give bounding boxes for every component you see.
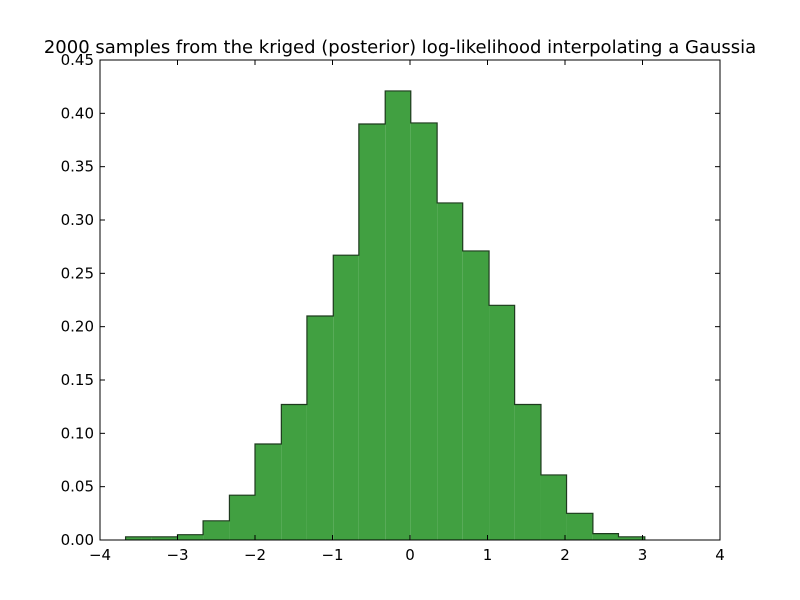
- histogram-outline: [124, 90, 646, 540]
- x-tick-label: −4: [89, 546, 111, 564]
- y-tick-label: 0.20: [61, 318, 94, 336]
- histogram-bar: [410, 122, 438, 540]
- histogram-bar: [333, 255, 359, 540]
- histogram-bar: [306, 316, 334, 540]
- histogram-bars: [124, 90, 646, 540]
- histogram-bar: [540, 474, 567, 540]
- histogram-bar: [566, 513, 593, 540]
- histogram-bar: [437, 202, 463, 540]
- y-tick-label: 0.10: [61, 424, 94, 442]
- y-tick-label: 0.05: [61, 478, 94, 496]
- histogram-bar: [358, 124, 386, 540]
- histogram-bar: [125, 536, 152, 540]
- y-tick-label: 0.35: [61, 158, 94, 176]
- histogram-bar: [592, 533, 619, 540]
- x-tick-label: 4: [715, 546, 725, 564]
- y-tick-label: 0.15: [61, 371, 94, 389]
- histogram-bar: [281, 404, 307, 540]
- y-tick-label: 0.40: [61, 104, 94, 122]
- x-tick-label: 0: [405, 546, 415, 564]
- histogram-bar: [203, 520, 230, 540]
- histogram-bar: [177, 534, 204, 540]
- histogram-bar: [618, 536, 645, 540]
- histogram-bar: [151, 536, 178, 540]
- histogram-bar: [514, 404, 541, 540]
- chart-title: 2000 samples from the kriged (posterior)…: [44, 37, 756, 58]
- x-tick-label: 2: [560, 546, 570, 564]
- x-axis-ticks: −4 −3 −2 −1 0 1 2 3 4: [89, 60, 725, 564]
- histogram-bar: [489, 305, 515, 540]
- histogram-bar: [385, 90, 411, 540]
- x-tick-label: 3: [638, 546, 648, 564]
- x-tick-label: −3: [166, 546, 188, 564]
- y-tick-label: 0.45: [61, 51, 94, 69]
- histogram-bar: [229, 495, 255, 540]
- x-tick-label: −2: [244, 546, 266, 564]
- x-tick-label: 1: [483, 546, 493, 564]
- y-tick-label: 0.00: [61, 531, 94, 549]
- y-tick-label: 0.25: [61, 264, 94, 282]
- histogram-bar: [255, 444, 282, 540]
- y-axis-ticks: 0.00 0.05 0.10 0.15 0.20 0.25 0.30 0.35 0.40 0.45: [61, 51, 720, 549]
- x-tick-label: −1: [321, 546, 343, 564]
- y-tick-label: 0.30: [61, 211, 94, 229]
- histogram-bar: [462, 250, 490, 540]
